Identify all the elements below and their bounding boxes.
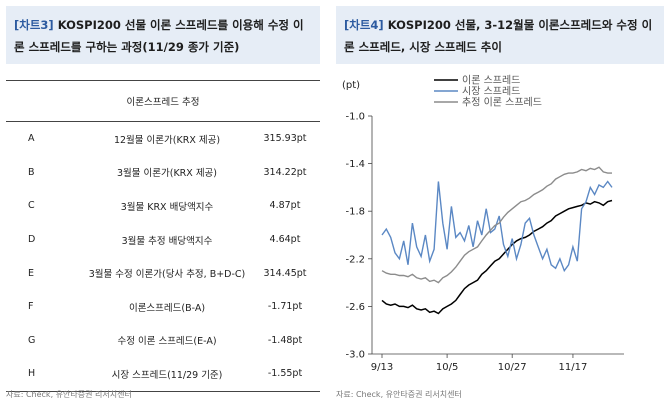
row-description: 시장 스프레드(11/29 기준) [84,357,250,392]
x-tick-label: 11/17 [559,362,588,373]
chart4-tag: [차트4] [344,18,384,32]
row-value: 314.22pt [263,166,307,178]
y-tick-label: -1.0 [345,112,365,123]
right-panel: [차트4] KOSPI200 선물, 3-12월물 이론스프레드와 수정 이론 … [336,6,664,64]
row-description: 이론스프레드(B-A) [128,302,206,314]
table-row: A 12월물 이론가(KRX 제공) 315.93pt [6,122,320,156]
row-description: 3월물 KRX 배당액지수 [120,201,214,213]
row-description: 3월물 수정 이론가(당사 추정, B+D-C) [88,269,246,281]
x-tick-label: 9/13 [371,362,393,373]
x-tick-label: 10/27 [498,362,527,373]
table-row: C 3월물 KRX 배당액지수 4.87pt [6,189,320,223]
row-code: B [28,166,35,178]
series-lines [381,166,613,315]
y-unit-label: (pt) [342,80,360,91]
table-row: B 3월물 이론가(KRX 제공) 314.22pt [6,156,320,190]
legend-label-0: 이론 스프레드 [462,75,520,87]
row-description: 3월물 이론가(KRX 제공) [116,168,217,180]
row-code: F [28,301,34,313]
legend-label-2: 추정 이론 스프레드 [462,97,542,109]
chart4-title: KOSPI200 선물, 3-12월물 이론스프레드와 수정 이론 스프레드, … [344,18,653,54]
y-tick-label: -1.4 [345,159,365,170]
row-description: 수정 이론 스프레드(E-A) [117,336,217,348]
y-tick-label: -1.8 [345,207,365,218]
row-code: C [28,200,35,212]
x-ticks: 9/13 10/5 10/27 11/17 [371,354,588,373]
table-row: D 3월물 추정 배당액지수 4.64pt [6,223,320,257]
x-tick-label: 10/5 [436,362,458,373]
row-description: 3월물 추정 배당액지수 [121,235,213,247]
row-code: D [28,234,36,246]
y-tick-label: -2.2 [345,254,365,265]
row-code: G [28,334,36,346]
chart3-source: 자료: Check, 유안타증권 리서치센터 [6,390,132,399]
row-value: -1.55pt [250,357,320,392]
table-row: F 이론스프레드(B-A) -1.71pt [6,290,320,324]
table-row: E 3월물 수정 이론가(당사 추정, B+D-C) 314.45pt [6,256,320,290]
spread-table: 이론스프레드 추정 A 12월물 이론가(KRX 제공) 315.93pt B 3월물 … [6,80,320,392]
table-row: G 수정 이론 스프레드(E-A) -1.48pt [6,324,320,358]
chart4-source: 자료: Check, 유안타증권 리서치센터 [336,390,462,399]
spread-line-chart: (pt) -1.0 -1.4 -1.8 -2.2 -2.6 -3.0 9/13 10/5 10… [342,75,624,373]
table-body: A 12월물 이론가(KRX 제공) 315.93pt B 3월물 이론가(KRX 제공… [6,122,320,392]
y-ticks: -1.0 -1.4 -1.8 -2.2 -2.6 -3.0 [345,112,372,361]
row-value: 314.45pt [263,267,307,279]
table-row: H 시장 스프레드(11/29 기준) -1.55pt [6,357,320,392]
chart4-title-box: [차트4] KOSPI200 선물, 3-12월물 이론스프레드와 수정 이론 … [336,6,664,64]
row-value: 315.93pt [263,133,307,145]
row-value: -1.48pt [267,334,303,346]
series-line-2 [381,166,612,284]
row-code: E [28,267,35,279]
table-header: 이론스프레드 추정 [6,80,320,122]
y-tick-label: -3.0 [345,350,365,361]
y-tick-label: -2.6 [345,302,365,313]
series-line-1 [381,180,613,273]
chart3-title-box: [차트3] KOSPI200 선물 이론 스프레드를 이용해 수정 이론 스프레… [6,6,320,64]
row-value: 4.87pt [269,200,301,212]
left-panel: [차트3] KOSPI200 선물 이론 스프레드를 이용해 수정 이론 스프레… [6,6,320,64]
legend-label-1: 시장 스프레드 [462,86,520,98]
chart3-tag: [차트3] [14,18,54,32]
row-value: -1.71pt [267,301,303,313]
row-description: 12월물 이론가(KRX 제공) [113,134,221,146]
chart3-title: KOSPI200 선물 이론 스프레드를 이용해 수정 이론 스프레드를 구하는… [14,18,304,54]
series-line-0 [381,199,613,315]
row-code: H [6,357,84,392]
row-code: A [28,133,35,145]
row-value: 4.64pt [269,234,301,246]
